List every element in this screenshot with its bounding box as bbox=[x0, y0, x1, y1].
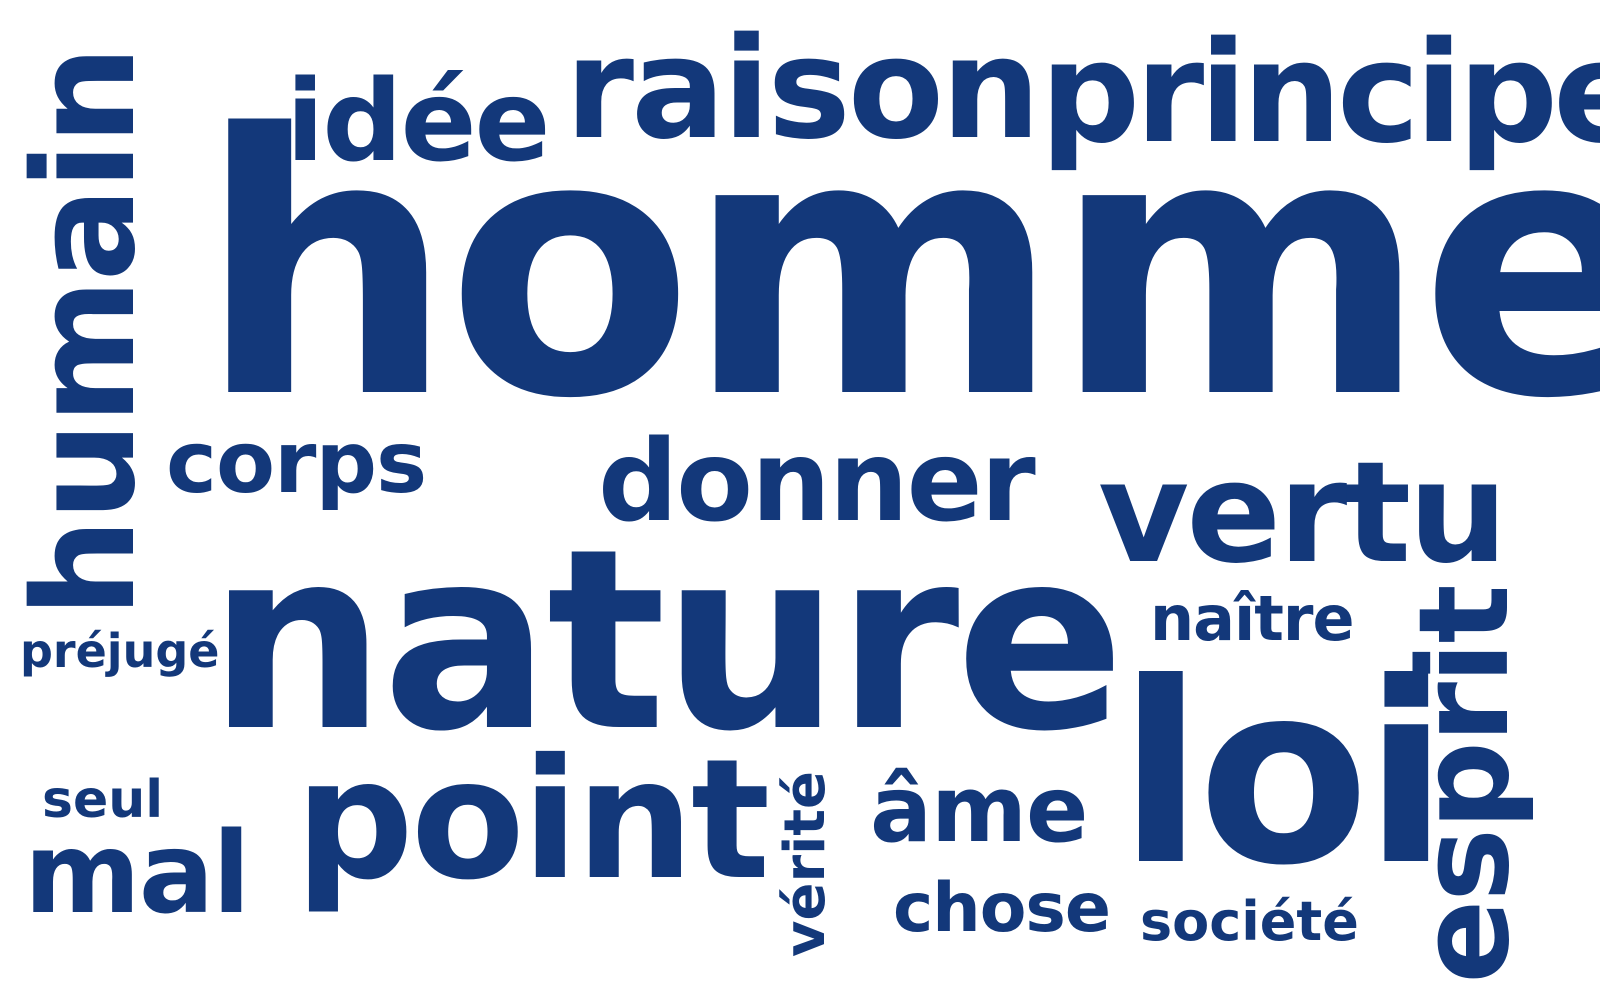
word-loi: loi bbox=[1118, 629, 1449, 920]
word-point: point bbox=[295, 724, 770, 917]
word-chose: chose bbox=[893, 869, 1111, 948]
word-societe: société bbox=[1140, 890, 1359, 953]
word-idee: idée bbox=[286, 57, 550, 187]
word-prejuge: préjugé bbox=[20, 624, 220, 678]
word-ame: âme bbox=[870, 756, 1088, 863]
word-raison: raison bbox=[565, 8, 1041, 171]
word-donner: donner bbox=[598, 417, 1036, 547]
word-vertu: vertu bbox=[1098, 432, 1508, 595]
word-seul: seul bbox=[42, 770, 164, 830]
word-principe: principe bbox=[1040, 12, 1600, 175]
word-homme: homme bbox=[198, 58, 1600, 477]
word-naitre: naître bbox=[1150, 582, 1354, 655]
word-verite: vérité bbox=[773, 770, 838, 958]
word-esprit: esprit bbox=[1393, 586, 1537, 984]
word-corps: corps bbox=[166, 413, 427, 513]
word-nature: nature bbox=[208, 495, 1125, 786]
word-humain: humain bbox=[4, 48, 167, 618]
word-mal: mal bbox=[24, 809, 251, 939]
